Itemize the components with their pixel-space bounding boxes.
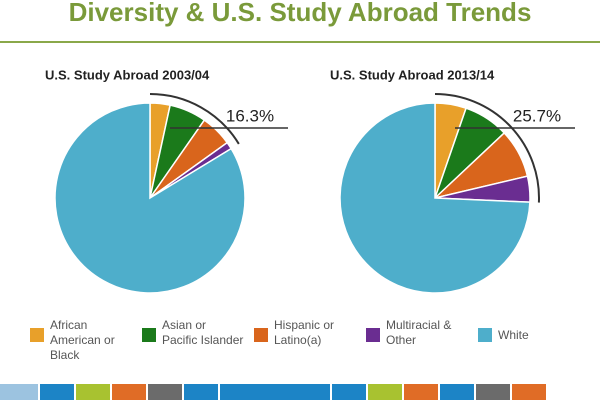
legend-label: Asian or Pacific Islander bbox=[162, 318, 244, 347]
pie-slice bbox=[54, 102, 246, 294]
bracket bbox=[149, 93, 240, 145]
legend-item: Asian or Pacific Islander bbox=[142, 318, 244, 363]
legend-item: African American or Black bbox=[30, 318, 132, 363]
legend: African American or Black Asian or Pacifi… bbox=[30, 318, 590, 363]
page-title: Diversity & U.S. Study Abroad Trends bbox=[69, 0, 532, 27]
annotation: 25.7% bbox=[513, 106, 561, 125]
legend-label: White bbox=[498, 328, 529, 342]
legend-swatch bbox=[254, 328, 268, 342]
legend-swatch bbox=[30, 328, 44, 342]
chart-title: U.S. Study Abroad 2013/14 bbox=[330, 67, 495, 82]
footer-strip bbox=[0, 384, 546, 400]
annotation: 16.3% bbox=[226, 106, 274, 125]
legend-swatch bbox=[142, 328, 156, 342]
legend-label: Hispanic or Latino(a) bbox=[274, 318, 335, 347]
legend-item: Multiracial & Other bbox=[366, 318, 468, 363]
legend-label: Multiracial & Other bbox=[386, 318, 452, 347]
legend-swatch bbox=[478, 328, 492, 342]
legend-item: Hispanic or Latino(a) bbox=[254, 318, 356, 363]
legend-item: White bbox=[478, 318, 580, 363]
legend-swatch bbox=[366, 328, 380, 342]
bracket bbox=[434, 93, 540, 203]
chart-title: U.S. Study Abroad 2003/04 bbox=[45, 67, 210, 82]
legend-label: African American or Black bbox=[50, 318, 115, 362]
pie-slice bbox=[339, 102, 531, 294]
